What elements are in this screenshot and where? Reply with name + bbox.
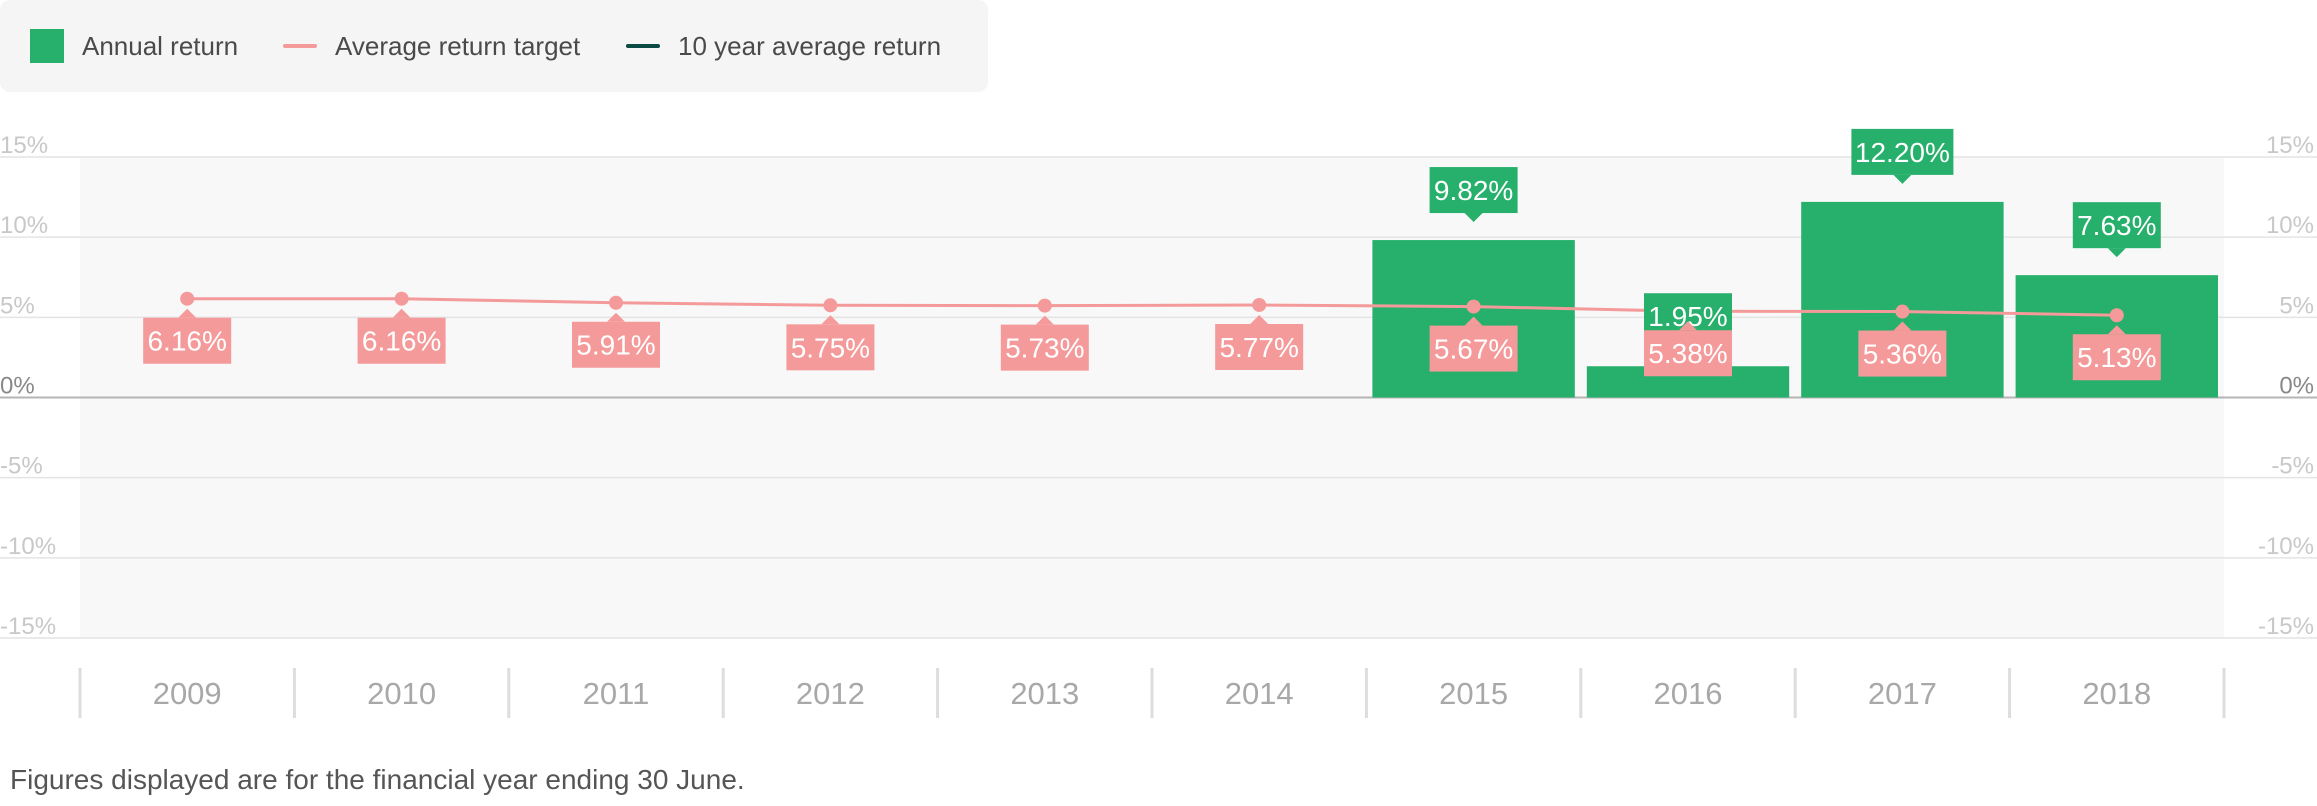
legend-item-2[interactable]: Average return target bbox=[283, 0, 580, 92]
callout-box bbox=[1644, 330, 1732, 377]
legend-swatch bbox=[283, 44, 317, 48]
callout-text: 5.77% bbox=[1219, 332, 1298, 363]
callout-box bbox=[357, 317, 446, 364]
average-target-point bbox=[1252, 297, 1267, 312]
callout-pointer bbox=[1250, 314, 1269, 324]
y-tick-label-right: 15% bbox=[2266, 132, 2314, 159]
callout-pointer bbox=[1464, 213, 1483, 223]
callout-pointer bbox=[2107, 325, 2126, 335]
average-target-label: 5.36% bbox=[1858, 321, 1947, 377]
y-tick-label-right: 5% bbox=[2279, 292, 2314, 319]
legend-label: Average return target bbox=[335, 30, 581, 61]
x-tick-label: 2016 bbox=[1654, 676, 1723, 711]
average-target-label: 5.77% bbox=[1215, 314, 1304, 370]
callout-text: 5.75% bbox=[791, 332, 870, 363]
callout-box bbox=[1851, 128, 1954, 175]
callout-pointer bbox=[607, 312, 625, 322]
callout-pointer bbox=[178, 308, 197, 318]
average-target-label: 5.75% bbox=[786, 315, 875, 371]
callout-text: 6.16% bbox=[147, 326, 226, 357]
annual-return-label: 12.20% bbox=[1851, 128, 1954, 184]
callout-pointer bbox=[392, 308, 411, 318]
y-tick-label-left: -5% bbox=[0, 453, 43, 480]
callout-text: 5.13% bbox=[2077, 342, 2156, 373]
average-target-label: 5.91% bbox=[572, 312, 660, 368]
legend-swatch bbox=[30, 29, 64, 63]
callout-text: 5.91% bbox=[576, 330, 655, 361]
annual-return-label: 7.63% bbox=[2072, 202, 2161, 258]
callout-box bbox=[786, 324, 875, 371]
legend-swatch bbox=[626, 44, 660, 48]
average-target-label: 5.73% bbox=[1000, 315, 1089, 371]
x-tick-label: 2012 bbox=[796, 676, 865, 711]
x-tick-label: 2009 bbox=[153, 676, 222, 711]
callout-pointer bbox=[1893, 321, 1912, 331]
y-tick-label-left: 5% bbox=[0, 292, 35, 319]
average-target-label: 6.16% bbox=[143, 308, 232, 364]
callout-pointer bbox=[1893, 174, 1912, 184]
x-tick-label: 2013 bbox=[1010, 676, 1079, 711]
callout-box bbox=[1858, 330, 1947, 377]
average-target-label: 5.38% bbox=[1644, 321, 1732, 377]
callout-text: 5.67% bbox=[1434, 334, 1513, 365]
legend-item-1[interactable]: Annual return bbox=[30, 0, 238, 92]
callout-text: 9.82% bbox=[1434, 175, 1513, 206]
callout-pointer bbox=[2107, 248, 2126, 258]
callout-box bbox=[2072, 202, 2161, 249]
callout-pointer bbox=[1035, 315, 1054, 325]
callout-box bbox=[143, 317, 232, 364]
x-tick-label: 2018 bbox=[2082, 676, 2151, 711]
callout-box bbox=[1215, 323, 1304, 370]
y-tick-label-right: -15% bbox=[2258, 613, 2314, 640]
x-tick-label: 2010 bbox=[367, 676, 436, 711]
x-tick-label: 2014 bbox=[1225, 676, 1294, 711]
callout-text: 7.63% bbox=[2077, 210, 2156, 241]
y-tick-label-left: 15% bbox=[0, 132, 48, 159]
annual-return-label: 9.82% bbox=[1429, 167, 1518, 223]
average-target-point bbox=[180, 291, 195, 306]
average-target-point bbox=[1895, 304, 1910, 319]
y-tick-label-right: 0% bbox=[2279, 373, 2314, 400]
x-tick-label: 2017 bbox=[1868, 676, 1937, 711]
callout-box bbox=[1429, 167, 1518, 214]
callout-pointer bbox=[1464, 316, 1483, 326]
average-target-label: 6.16% bbox=[357, 308, 446, 364]
y-tick-label-left: -10% bbox=[0, 533, 56, 560]
average-target-point bbox=[823, 298, 838, 313]
y-tick-label-right: -5% bbox=[2271, 453, 2314, 480]
average-target-point bbox=[394, 291, 409, 306]
y-tick-label-left: -15% bbox=[0, 613, 56, 640]
average-target-label: 5.67% bbox=[1429, 316, 1518, 372]
callout-box bbox=[2072, 334, 2161, 381]
legend-label: 10 year average return bbox=[678, 30, 942, 61]
callout-text: 5.73% bbox=[1005, 333, 1084, 364]
average-target-point bbox=[2109, 308, 2124, 323]
x-tick-label: 2011 bbox=[583, 676, 650, 711]
y-tick-label-right: -10% bbox=[2258, 533, 2314, 560]
callout-pointer bbox=[821, 315, 840, 325]
average-target-point bbox=[1466, 299, 1481, 314]
chart-legend: Annual return Average return target 10 yea… bbox=[0, 0, 988, 92]
y-tick-label-left: 0% bbox=[0, 373, 35, 400]
callout-pointer bbox=[1679, 321, 1697, 331]
average-target-point bbox=[609, 295, 623, 310]
callout-text: 6.16% bbox=[362, 326, 441, 357]
y-tick-label-right: 10% bbox=[2266, 212, 2314, 239]
legend-item-3[interactable]: 10 year average return bbox=[626, 0, 941, 92]
y-tick-label-left: 10% bbox=[0, 212, 48, 239]
legend-label: Annual return bbox=[82, 30, 239, 61]
x-tick-label: 2015 bbox=[1439, 676, 1508, 711]
callout-text: 12.20% bbox=[1855, 137, 1950, 168]
average-target-point bbox=[1037, 298, 1052, 313]
callout-text: 5.36% bbox=[1863, 339, 1942, 370]
callout-box bbox=[1429, 325, 1518, 372]
footnote: Figures displayed are for the financial … bbox=[10, 764, 745, 795]
average-target-line bbox=[187, 297, 2117, 317]
callout-box bbox=[1000, 324, 1089, 371]
callout-text: 5.38% bbox=[1648, 338, 1727, 369]
callout-box bbox=[572, 321, 660, 368]
average-target-label: 5.13% bbox=[2072, 325, 2161, 381]
